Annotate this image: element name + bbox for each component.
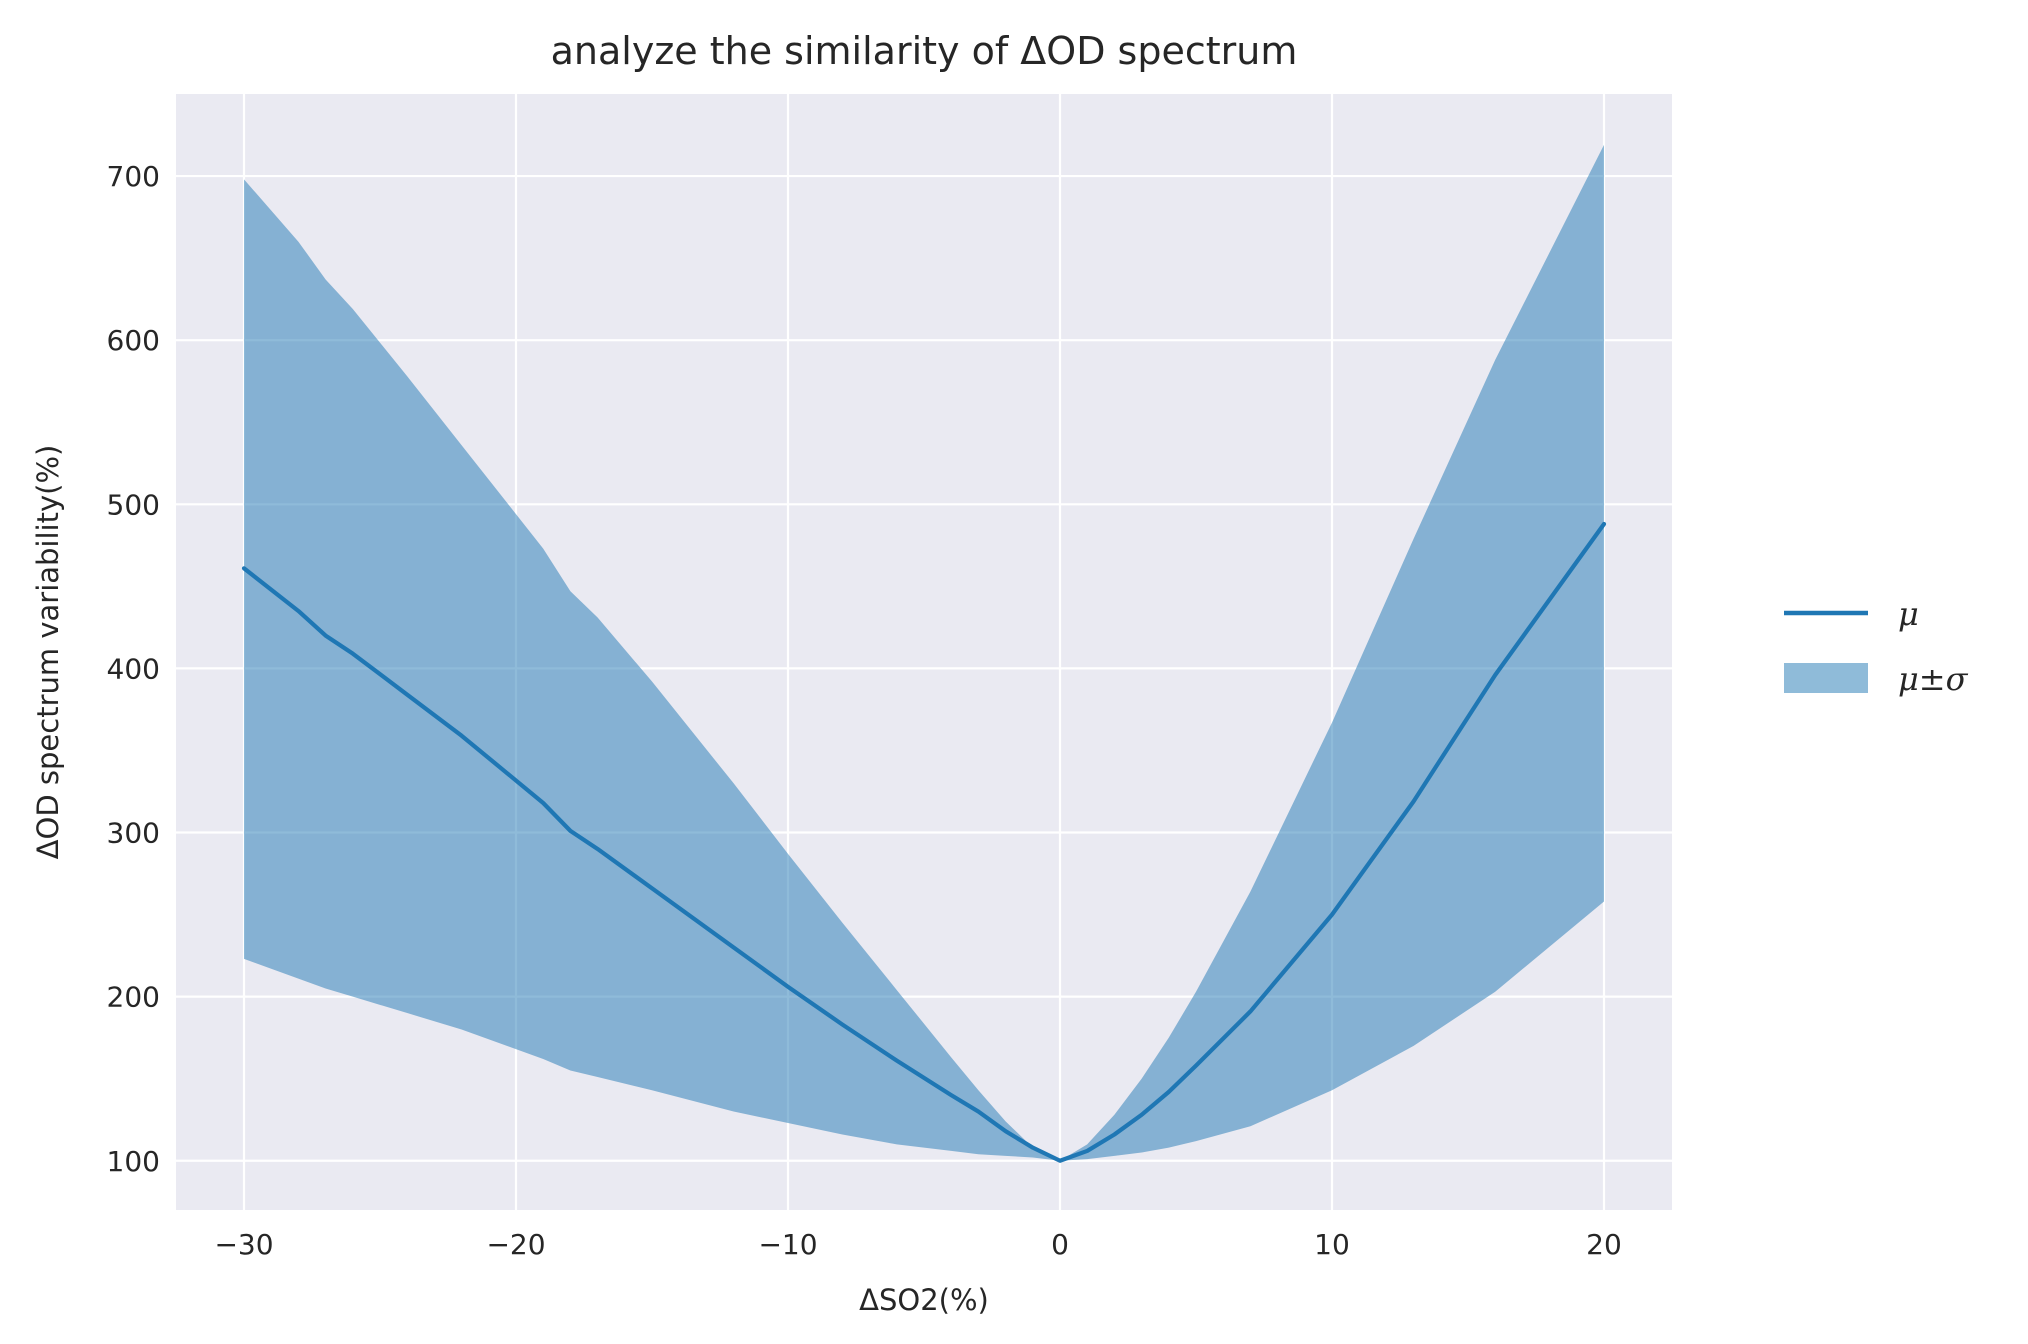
band-layer (244, 144, 1604, 1161)
x-tick-label: −20 (486, 1228, 545, 1261)
legend-band-swatch (1784, 663, 1868, 693)
y-tick-label: 500 (107, 488, 160, 521)
legend-mu-label: μ (1898, 595, 1919, 633)
band-mu-pm-sigma (244, 144, 1604, 1161)
x-tick-label: 10 (1314, 1228, 1350, 1261)
y-tick-label: 600 (107, 324, 160, 357)
x-tick-label: −10 (758, 1228, 817, 1261)
x-axis-ticks: −30 −20 −10 0 10 20 (214, 1228, 1621, 1261)
y-axis-label: ΔOD spectrum variability(%) (31, 445, 65, 860)
series-line-mu (241, 521, 1607, 1163)
x-axis-label: ΔSO2(%) (859, 1283, 989, 1317)
y-tick-label: 400 (107, 652, 160, 685)
legend: μ μ±σ (1784, 595, 1969, 698)
x-tick-label: −30 (214, 1228, 273, 1261)
x-tick-label: 20 (1586, 1228, 1622, 1261)
x-tick-label: 0 (1051, 1228, 1069, 1261)
y-tick-label: 700 (107, 160, 160, 193)
y-axis-ticks: 100 200 300 400 500 600 700 (107, 160, 160, 1178)
y-tick-label: 300 (107, 817, 160, 850)
y-tick-label: 100 (107, 1145, 160, 1178)
legend-mu-pm-sigma-label: μ±σ (1898, 660, 1969, 698)
line-layer (241, 521, 1607, 1163)
chart-title: analyze the similarity of ΔOD spectrum (551, 29, 1298, 73)
y-tick-label: 200 (107, 981, 160, 1014)
